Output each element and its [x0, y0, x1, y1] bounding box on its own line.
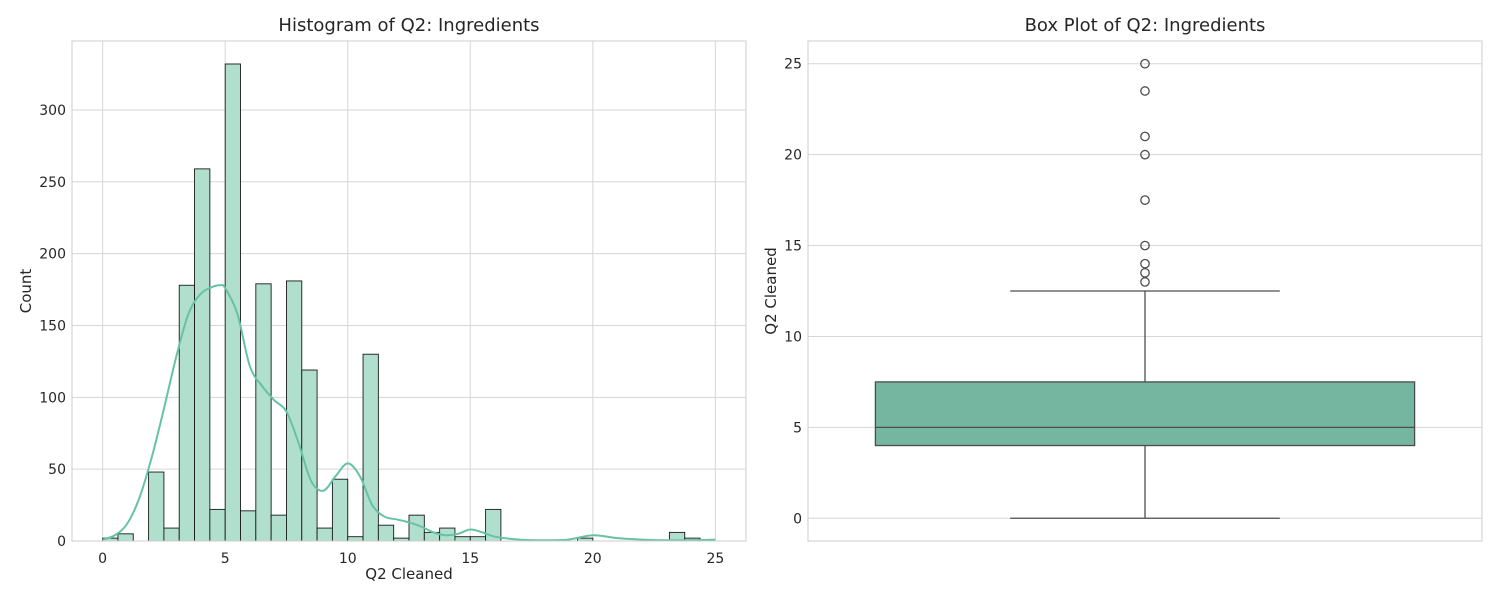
- histogram-y-tick-label: 150: [39, 318, 66, 334]
- boxplot-y-tick-label: 25: [784, 57, 802, 73]
- boxplot-y-ticks: 0 5 10 15 20 25: [784, 57, 802, 528]
- outlier-point: [1140, 277, 1150, 287]
- histogram-panel: Histogram of Q2: Ingredients 0 5 10 15 20 25 …: [17, 15, 747, 583]
- outlier-point: [1140, 149, 1150, 160]
- histogram-x-ticks: 0 5 10 15 20 25: [98, 551, 724, 567]
- histogram-bar: [194, 168, 211, 542]
- histogram-bar: [362, 353, 379, 542]
- histogram-y-axis-label: Count: [17, 269, 35, 314]
- histogram-y-tick-label: 50: [48, 462, 66, 478]
- outlier-point: [1140, 131, 1150, 142]
- histogram-bar: [270, 514, 287, 542]
- boxplot-y-tick-label: 10: [784, 329, 802, 345]
- outlier-point: [1140, 240, 1150, 251]
- histogram-bar: [240, 510, 257, 542]
- boxplot-y-tick-label: 0: [793, 511, 802, 527]
- histogram-bar: [255, 283, 272, 542]
- histogram-bar: [347, 536, 364, 542]
- boxplot-y-tick-label: 15: [784, 239, 802, 255]
- histogram-bar: [316, 527, 333, 542]
- histogram-y-tick-label: 0: [57, 534, 66, 550]
- histogram-bar: [148, 471, 165, 542]
- histogram-gridlines: [72, 41, 746, 542]
- boxplot-panel: Box Plot of Q2: Ingredients 0 5 10 15 20 25 Q…: [762, 15, 1483, 542]
- histogram-y-tick-label: 250: [39, 175, 66, 191]
- histogram-y-tick-label: 200: [39, 247, 66, 263]
- outlier-point: [1140, 86, 1150, 96]
- boxplot-y-tick-label: 5: [793, 420, 802, 436]
- interquartile-box: [874, 381, 1416, 447]
- histogram-x-tick-label: 20: [584, 551, 602, 567]
- boxplot-outliers: [1140, 58, 1150, 287]
- histogram-x-axis-label: Q2 Cleaned: [365, 565, 452, 583]
- histogram-y-ticks: 0 50 100 150 200 250 300: [39, 103, 66, 550]
- histogram-x-tick-label: 25: [706, 551, 724, 567]
- histogram-bar: [117, 533, 134, 542]
- histogram-bar: [301, 369, 318, 542]
- histogram-bar: [469, 536, 487, 542]
- histogram-bar: [209, 508, 226, 542]
- histogram-x-tick-label: 0: [98, 551, 107, 567]
- histogram-x-tick-label: 10: [339, 551, 357, 567]
- histogram-x-tick-label: 5: [221, 551, 230, 567]
- histogram-x-tick-label: 15: [461, 551, 479, 567]
- histogram-plot-frame: [71, 40, 747, 542]
- outlier-point: [1140, 195, 1150, 205]
- histogram-y-tick-label: 100: [39, 390, 66, 406]
- boxplot-y-axis-label: Q2 Cleaned: [762, 247, 780, 334]
- histogram-bar: [408, 514, 425, 542]
- boxplot-title: Box Plot of Q2: Ingredients: [1025, 15, 1266, 36]
- outlier-point: [1140, 267, 1150, 278]
- boxplot-body: [874, 290, 1416, 519]
- histogram-bar: [178, 284, 195, 542]
- histogram-bar: [331, 478, 349, 542]
- boxplot-y-tick-label: 20: [784, 148, 802, 164]
- histogram-bars: [102, 63, 701, 542]
- outlier-point: [1140, 58, 1150, 69]
- histogram-title: Histogram of Q2: Ingredients: [278, 15, 539, 36]
- histogram-y-tick-label: 300: [39, 103, 66, 119]
- boxplot-plot-frame: [807, 40, 1483, 542]
- histogram-bar: [286, 280, 303, 542]
- histogram-bar: [454, 536, 471, 542]
- histogram-bar: [377, 524, 395, 542]
- histogram-bar: [163, 527, 180, 542]
- kde-curve: [102, 283, 716, 542]
- outlier-point: [1140, 258, 1150, 269]
